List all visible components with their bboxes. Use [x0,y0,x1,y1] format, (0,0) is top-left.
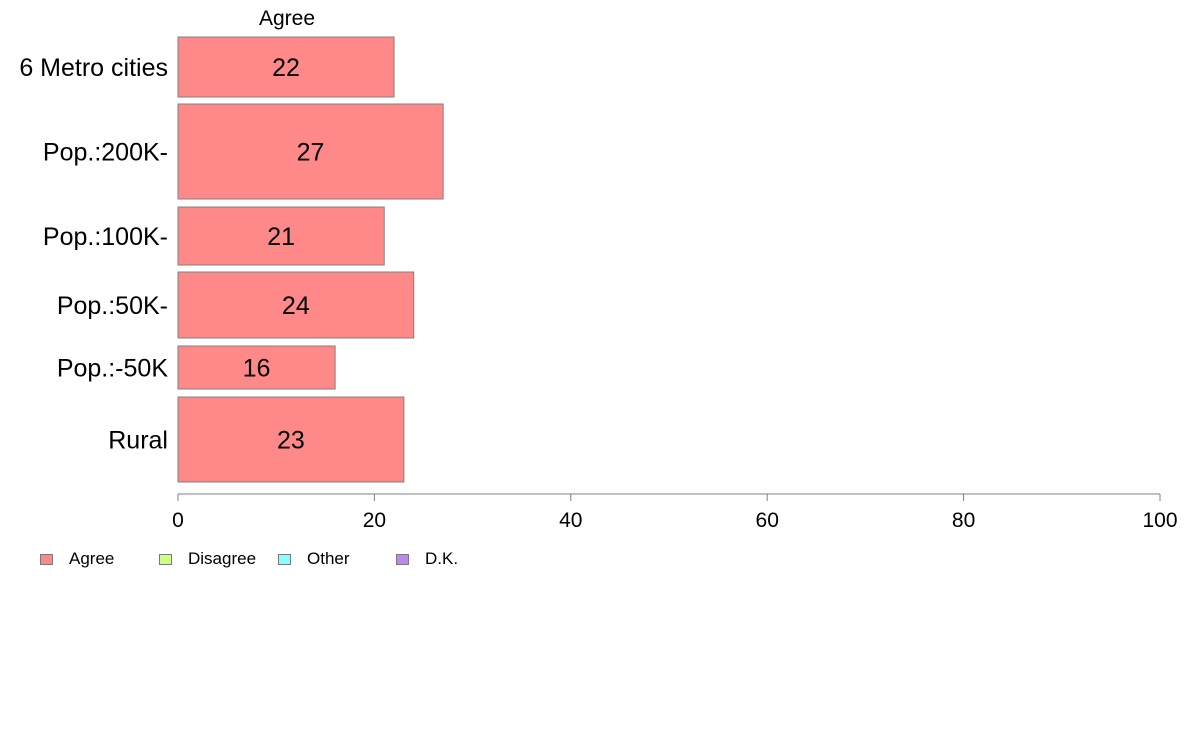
legend-label-other: Other [307,549,350,568]
bar-pop-100k [177,206,385,266]
x-tick-label-100: 100 [1142,509,1177,532]
legend-item-dk: D.K. [396,549,458,569]
data-label-pop-50k: 24 [282,292,310,320]
legend-item-disagree: Disagree [159,549,256,569]
legend-swatch-disagree [159,553,172,565]
column-title: Agree [259,7,315,30]
bar-pop-50k [177,345,336,390]
data-label-rural: 23 [277,427,305,455]
legend-label-dk: D.K. [425,549,459,568]
data-label-pop-50k: 16 [243,355,271,383]
x-tick-label-40: 40 [559,509,582,532]
category-label-6-metro-cities: 6 Metro cities [19,54,168,82]
x-tick-label-80: 80 [952,509,975,532]
bar-6-metro-cities [177,36,395,98]
data-label-6-metro-cities: 22 [272,54,300,82]
data-label-pop-200k: 27 [297,139,325,167]
bar-pop-50k [177,271,415,339]
x-axis: 0 20 40 60 80 100 [172,493,1178,532]
legend-item-agree: Agree [40,549,114,569]
legend-swatch-other [278,553,291,565]
legend-label-agree: Agree [69,549,115,568]
legend-swatch-agree [40,553,53,565]
bar-pop-200k [177,103,444,200]
x-tick-label-0: 0 [172,509,184,532]
legend-label-disagree: Disagree [188,549,257,568]
legend-item-other: Other [278,549,350,569]
category-label-pop-50k: Pop.:-50K [57,355,169,383]
legend-swatch-dk [396,553,409,565]
bars-group: 6 Metro cities 22 Pop.:200K- 27 Pop.:100K- 21… [19,36,444,483]
category-label-rural: Rural [108,427,168,455]
x-tick-label-60: 60 [756,509,779,532]
category-label-pop-200k: Pop.:200K- [43,139,168,167]
category-label-pop-100k: Pop.:100K- [43,223,168,251]
data-label-pop-100k: 21 [267,223,295,251]
category-label-pop-50k: Pop.:50K- [57,292,168,320]
bar-rural [177,396,405,483]
x-tick-label-20: 20 [363,509,386,532]
